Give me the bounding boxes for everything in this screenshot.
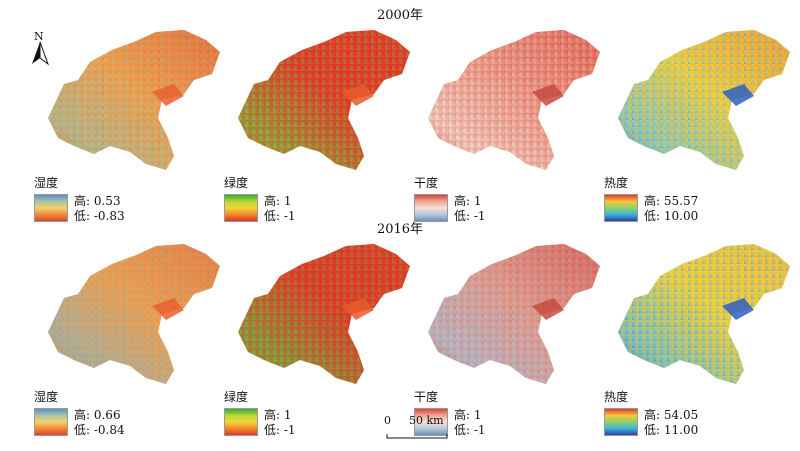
index-name: 热度 <box>604 390 629 404</box>
map-raster <box>618 30 790 170</box>
north-label: N <box>34 30 44 43</box>
legend: 高: 1 低: -1 <box>414 406 594 438</box>
map-panel-wet-2016: 湿度 高: 0.66 低: -0.84 <box>34 236 224 451</box>
legend-high-label: 高: 1 <box>454 194 482 208</box>
legend-high-label: 高: 1 <box>264 194 292 208</box>
legend-low-label: 低: 11.00 <box>644 423 699 437</box>
map-raster <box>428 244 600 384</box>
legend: 高: 1 低: -1 <box>414 192 594 224</box>
map-panel-dry-2016: 干度 高: 1 低: -1 <box>414 236 604 451</box>
map-panel-heat-2000: 热度 高: 55.57 低: 10.00 <box>604 22 794 237</box>
map-raster <box>238 244 410 384</box>
legend-low-label: 低: -1 <box>264 209 296 223</box>
index-name: 热度 <box>604 176 629 190</box>
map-raster <box>48 30 220 170</box>
year-title-2000: 2000年 <box>376 8 424 23</box>
index-name: 绿度 <box>224 390 249 404</box>
map-panel-wet-2000: 湿度 高: 0.53 低: -0.83 <box>34 22 224 237</box>
legend-high-label: 高: 1 <box>454 408 482 422</box>
legend: 高: 1 低: -1 <box>224 406 404 438</box>
map-panel-dry-2000: 干度 高: 1 低: -1 <box>414 22 604 237</box>
legend-color-ramp <box>414 408 448 436</box>
legend: 高: 0.66 低: -0.84 <box>34 406 214 438</box>
map-panel-green-2000: 绿度 高: 1 低: -1 <box>224 22 414 237</box>
legend-low-label: 低: -0.83 <box>74 209 125 223</box>
map-raster <box>428 30 600 170</box>
index-name: 干度 <box>414 390 439 404</box>
legend-high-label: 高: 55.57 <box>644 194 699 208</box>
map-panel-green-2016: 绿度 高: 1 低: -1 <box>224 236 414 451</box>
legend-low-label: 低: -1 <box>454 423 486 437</box>
map-raster <box>618 244 790 384</box>
legend-color-ramp <box>604 408 638 436</box>
map-raster <box>238 30 410 170</box>
legend-color-ramp <box>414 194 448 222</box>
legend: 高: 54.05 低: 11.00 <box>604 406 784 438</box>
index-name: 干度 <box>414 176 439 190</box>
legend-low-label: 低: 10.00 <box>644 209 699 223</box>
legend-low-label: 低: -0.84 <box>74 423 125 437</box>
map-raster <box>48 244 220 384</box>
legend: 高: 55.57 低: 10.00 <box>604 192 784 224</box>
legend: 高: 0.53 低: -0.83 <box>34 192 214 224</box>
year-title-2016: 2016年 <box>376 222 424 237</box>
scale-zero-label: 0 <box>384 414 391 427</box>
north-arrow-icon: N <box>28 30 52 70</box>
legend-color-ramp <box>34 194 68 222</box>
legend-color-ramp <box>604 194 638 222</box>
legend-color-ramp <box>224 408 258 436</box>
scale-bar: 0 50 km <box>383 414 473 446</box>
index-name: 湿度 <box>34 176 59 190</box>
legend-high-label: 高: 1 <box>264 408 292 422</box>
map-panel-heat-2016: 热度 高: 54.05 低: 11.00 <box>604 236 794 451</box>
legend-color-ramp <box>34 408 68 436</box>
legend-low-label: 低: -1 <box>454 209 486 223</box>
legend-high-label: 高: 54.05 <box>644 408 699 422</box>
legend-color-ramp <box>224 194 258 222</box>
index-name: 湿度 <box>34 390 59 404</box>
legend-high-label: 高: 0.66 <box>74 408 121 422</box>
index-name: 绿度 <box>224 176 249 190</box>
legend-low-label: 低: -1 <box>264 423 296 437</box>
scale-end-label: 50 km <box>409 414 444 427</box>
legend: 高: 1 低: -1 <box>224 192 404 224</box>
legend-high-label: 高: 0.53 <box>74 194 121 208</box>
